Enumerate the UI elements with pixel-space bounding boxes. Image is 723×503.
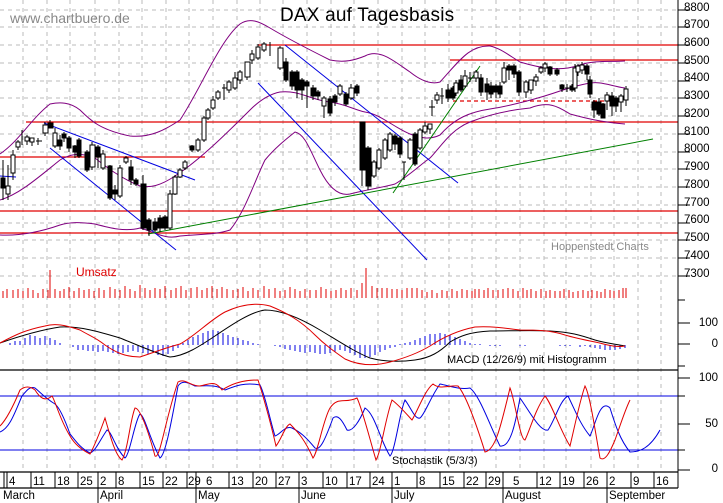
y-tick: 7700 <box>684 197 710 209</box>
x-tick: 1 <box>394 476 401 488</box>
horizontal-grid <box>0 9 678 277</box>
y-tick: 7600 <box>684 214 710 226</box>
stoch-y-tick: 100 <box>698 372 718 384</box>
month-label: August <box>505 490 541 502</box>
month-label: April <box>100 490 124 502</box>
month-label: March <box>3 490 35 502</box>
macd-y-tick: 100 <box>698 317 718 329</box>
y-tick: 7900 <box>684 161 710 173</box>
month-label: July <box>394 490 415 502</box>
x-tick: 10 <box>325 476 338 488</box>
right-axis <box>677 0 690 486</box>
x-tick: 22 <box>165 476 178 488</box>
y-tick: 7800 <box>684 179 710 191</box>
x-axis-ticks <box>3 472 679 503</box>
x-tick: 19 <box>562 476 575 488</box>
x-tick: 5 <box>513 476 520 488</box>
x-tick: 12 <box>539 476 552 488</box>
x-tick: 13 <box>231 476 244 488</box>
support-resistance-lines <box>0 44 678 234</box>
y-tick: 8500 <box>684 55 710 67</box>
x-tick: 3 <box>301 476 308 488</box>
stoch-y-tick: 50 <box>705 418 718 430</box>
month-label: May <box>198 490 220 502</box>
x-tick: 24 <box>372 476 385 488</box>
macd-y-tick: 0 <box>711 338 718 350</box>
panel-dividers <box>0 369 678 489</box>
x-tick: 29 <box>488 476 501 488</box>
candlesticks <box>0 42 629 236</box>
macd-line <box>0 303 626 366</box>
month-label: September <box>609 490 666 502</box>
x-tick: 20 <box>255 476 268 488</box>
y-tick: 8000 <box>684 143 710 155</box>
y-tick: 8700 <box>684 19 710 31</box>
y-tick: 7500 <box>684 232 710 244</box>
x-tick: 4 <box>9 476 16 488</box>
stoch-k-line <box>0 379 631 462</box>
x-tick: 2 <box>100 476 107 488</box>
x-tick: 9 <box>633 476 640 488</box>
volume-bars <box>2 268 627 298</box>
y-tick: 8400 <box>684 72 710 84</box>
y-tick: 7400 <box>684 250 710 262</box>
stoch-reference-lines <box>0 395 678 451</box>
vertical-grid <box>22 0 662 470</box>
x-tick: 29 <box>188 476 201 488</box>
x-tick: 27 <box>278 476 291 488</box>
volume-label: Umsatz <box>76 265 117 279</box>
x-tick: 22 <box>466 476 479 488</box>
stoch-d-line <box>0 381 661 459</box>
x-tick: 18 <box>57 476 70 488</box>
x-tick: 25 <box>80 476 93 488</box>
x-tick: 15 <box>442 476 455 488</box>
y-tick: 8200 <box>684 108 710 120</box>
x-tick: 2 <box>609 476 616 488</box>
y-tick: 8100 <box>684 126 710 138</box>
x-tick: 26 <box>586 476 599 488</box>
y-tick: 8300 <box>684 90 710 102</box>
downtrend-channels <box>0 44 459 261</box>
x-tick: 11 <box>33 476 45 488</box>
stoch-label: Stochastik (5/3/3) <box>392 455 478 467</box>
x-tick: 8 <box>118 476 125 488</box>
macd-label: MACD (12/26/9) mit Histogramm <box>447 354 607 366</box>
x-tick: 17 <box>349 476 362 488</box>
stoch-y-tick: 0 <box>711 463 718 475</box>
y-tick: 8600 <box>684 37 710 49</box>
watermark-text: www.chartbuero.de <box>10 10 130 26</box>
y-tick: 7300 <box>684 268 710 280</box>
chart-title: DAX auf Tagesbasis <box>280 5 455 26</box>
x-tick: 8 <box>419 476 426 488</box>
credit-text: Hoppenstedt Charts <box>551 241 649 253</box>
month-label: June <box>301 490 326 502</box>
macd-histogram <box>9 330 626 358</box>
y-tick: 8800 <box>684 2 710 14</box>
x-tick: 15 <box>142 476 155 488</box>
x-tick: 6 <box>206 476 213 488</box>
x-tick: 16 <box>656 476 669 488</box>
